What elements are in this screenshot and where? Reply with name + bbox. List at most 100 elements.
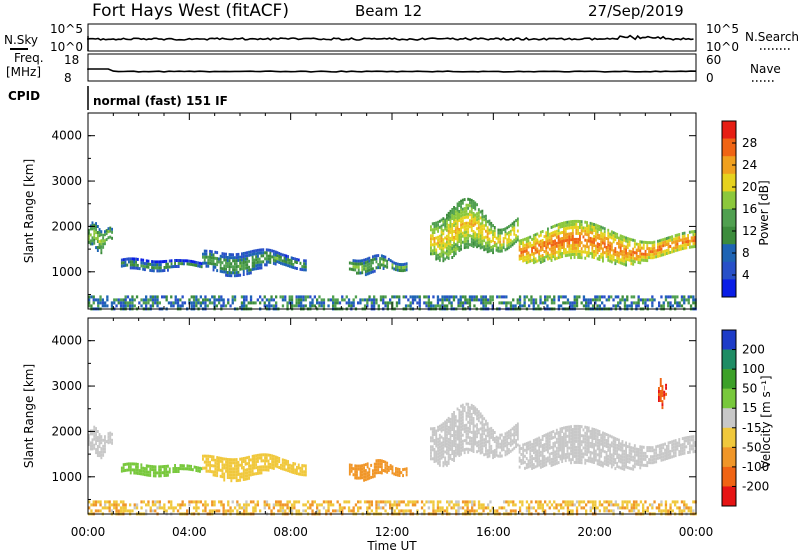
power-echo-cell: [481, 236, 484, 240]
velocity-near-range-cell: [204, 500, 207, 504]
velocity-echo-cell: [451, 434, 454, 437]
velocity-near-range-cell: [336, 500, 339, 504]
power-near-range-cell: [126, 301, 130, 305]
velocity-echo-cell: [594, 455, 597, 459]
power-echo-cell: [375, 257, 378, 261]
velocity-echo-cell: [276, 462, 279, 466]
velocity-echo-cell: [497, 439, 500, 443]
power-near-range-cell: [603, 304, 606, 308]
power-echo-cell: [460, 232, 462, 236]
power-near-range-cell: [623, 298, 627, 302]
power-echo-cell: [676, 242, 679, 246]
velocity-near-range-cell: [466, 500, 469, 504]
velocity-echo-cell: [467, 426, 470, 430]
power-echo-cell: [181, 262, 184, 266]
power-echo-cell: [177, 259, 180, 262]
power-echo-cell: [664, 240, 666, 244]
power-echo-cell: [244, 260, 247, 264]
power-echo-cell: [559, 222, 562, 226]
velocity-echo-cell: [554, 450, 556, 454]
cpid-value: normal (fast) 151 IF: [93, 94, 228, 108]
power-near-range-cell: [523, 301, 526, 305]
velocity-echo-cell: [433, 454, 436, 457]
velocity-near-range-cell: [357, 509, 360, 513]
velocity-echo-cell: [479, 451, 482, 455]
power-echo-cell: [669, 235, 672, 239]
power-near-range-cell: [243, 304, 246, 308]
velocity-echo-cell: [591, 445, 594, 449]
power-echo-cell: [175, 259, 178, 262]
power-near-range-cell: [678, 304, 681, 308]
power-near-range-cell: [582, 298, 586, 302]
power-near-range-cell: [642, 301, 645, 305]
power-near-range-cell: [651, 298, 654, 302]
power-echo-cell: [664, 243, 666, 247]
power-echo-cell: [465, 212, 468, 216]
velocity-echo-cell: [557, 455, 560, 459]
power-near-range-cell: [131, 295, 134, 299]
velocity-near-range-cell: [425, 500, 428, 504]
power-near-range-cell: [518, 304, 522, 308]
velocity-echo-cell: [154, 468, 157, 472]
power-near-range-cell: [295, 304, 298, 308]
power-echo-cell: [465, 239, 468, 243]
power-near-range-cell: [131, 298, 134, 302]
velocity-near-range-cell: [674, 500, 677, 504]
velocity-near-range-cell: [343, 506, 346, 510]
power-near-range-cell: [573, 298, 576, 302]
velocity-near-range-cell: [263, 506, 266, 510]
power-echo-cell: [469, 201, 471, 205]
velocity-near-range-cell: [598, 500, 601, 504]
velocity-echo-cell: [557, 446, 560, 450]
velocity-echo-cell: [566, 443, 569, 447]
power-near-range-cell: [359, 301, 362, 305]
power-echo-cell: [276, 254, 279, 258]
power-near-range-cell: [601, 295, 604, 299]
power-near-range-cell: [94, 298, 98, 302]
power-echo-cell: [274, 262, 277, 266]
power-echo-cell: [502, 246, 505, 250]
velocity-echo-cell: [361, 464, 364, 468]
velocity-echo-cell: [469, 448, 471, 452]
power-echo-cell: [605, 246, 608, 249]
velocity-echo-cell: [237, 472, 240, 476]
power-echo-cell: [442, 247, 445, 251]
velocity-echo-cell: [140, 469, 143, 473]
velocity-echo-cell: [541, 438, 544, 441]
velocity-echo-cell: [223, 466, 226, 470]
velocity-echo-cell: [440, 441, 443, 445]
power-echo-cell: [676, 245, 679, 249]
power-echo-cell: [584, 232, 587, 236]
power-echo-cell: [600, 240, 603, 244]
power-echo-cell: [513, 223, 516, 227]
power-echo-cell: [210, 259, 213, 263]
velocity-near-range-cell: [432, 503, 435, 507]
power-echo-cell: [393, 267, 396, 271]
velocity-echo-cell: [458, 421, 461, 424]
power-near-range-cell: [318, 295, 321, 299]
power-echo-cell: [453, 248, 455, 251]
power-echo-cell: [596, 248, 599, 252]
power-echo-cell: [225, 270, 227, 274]
power-echo-cell: [449, 242, 452, 246]
power-echo-cell: [676, 248, 679, 252]
power-echo-cell: [461, 240, 464, 244]
power-echo-cell: [527, 257, 530, 261]
power-echo-cell: [100, 245, 103, 249]
velocity-echo-cell: [267, 468, 270, 472]
velocity-near-range-cell: [256, 500, 259, 504]
velocity-echo-cell: [598, 433, 601, 436]
power-echo-cell: [692, 239, 695, 243]
power-echo-cell: [591, 240, 594, 244]
power-echo-cell: [214, 250, 217, 254]
velocity-echo-cell: [136, 465, 139, 469]
power-echo-cell: [577, 243, 580, 247]
power-near-range-cell: [309, 301, 312, 305]
power-near-range-cell: [525, 295, 529, 299]
velocity-echo-cell: [214, 467, 217, 471]
velocity-echo-cell: [458, 436, 461, 439]
power-echo-cell: [635, 251, 638, 255]
velocity-echo-cell: [564, 426, 567, 430]
velocity-echo-cell: [500, 433, 503, 437]
power-near-range-cell: [156, 295, 159, 299]
